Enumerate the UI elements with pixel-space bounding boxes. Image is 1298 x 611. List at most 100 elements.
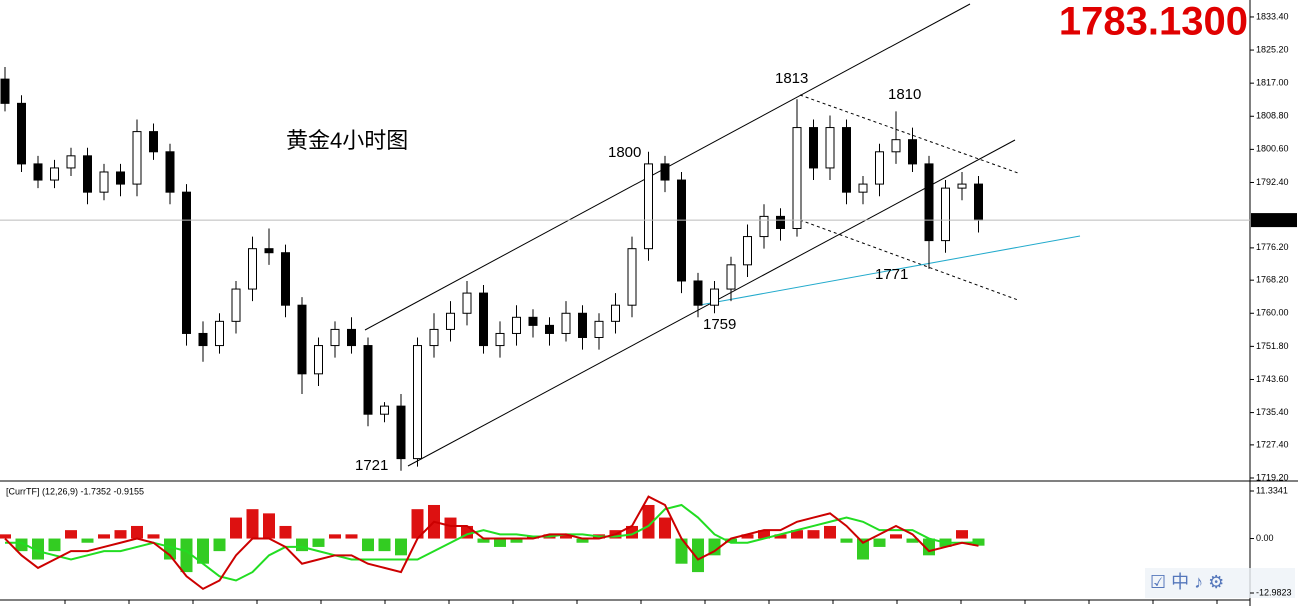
- candle-body: [182, 191, 191, 334]
- histogram-bar: [890, 534, 902, 539]
- y-tick-label: 1751.80: [1256, 341, 1289, 351]
- candle-body: [330, 328, 340, 347]
- candle-body: [380, 405, 389, 415]
- candle-body: [908, 139, 917, 165]
- y-tick-label: 1808.80: [1256, 111, 1289, 121]
- histogram-bar: [362, 538, 374, 552]
- y-tick-label: -12.9823: [1256, 587, 1292, 597]
- histogram-bar: [906, 538, 919, 543]
- histogram-bar: [15, 538, 28, 552]
- y-tick-label: 1817.00: [1256, 78, 1289, 88]
- histogram-bar: [807, 530, 820, 539]
- y-tick-label: 1800.60: [1256, 144, 1289, 154]
- macd-line: [4, 495, 979, 591]
- histogram-bar: [642, 504, 655, 539]
- candle-body: [347, 328, 356, 347]
- candle-body: [545, 324, 554, 334]
- histogram-bar: [48, 538, 61, 552]
- y-tick-label: 11.3341: [1256, 485, 1288, 495]
- histogram-bar: [296, 538, 308, 552]
- histogram-bar: [675, 538, 688, 564]
- annotation: 1813: [775, 70, 808, 87]
- candle-body: [363, 345, 373, 415]
- candle-body: [677, 179, 686, 282]
- histogram-bar: [213, 538, 226, 552]
- histogram-bar: [312, 538, 325, 547]
- candle-body: [314, 345, 323, 375]
- histogram-bar: [824, 525, 836, 539]
- watermark-box: [1145, 568, 1295, 598]
- annotation: 1721: [355, 457, 388, 474]
- histogram-bar: [230, 517, 242, 539]
- annotation: 1810: [888, 86, 921, 103]
- histogram-bar: [147, 534, 160, 539]
- histogram-bar: [444, 517, 457, 539]
- histogram-bar: [411, 509, 424, 539]
- y-tick-label: 1833.40: [1256, 11, 1289, 21]
- candle-body: [99, 171, 109, 193]
- candle-body: [83, 155, 92, 193]
- y-tick-label: 0.00: [1256, 533, 1274, 543]
- candle-body: [957, 183, 967, 189]
- histogram-bar: [131, 525, 143, 539]
- y-tick-label: 1825.20: [1256, 44, 1289, 54]
- candle-body: [297, 304, 307, 375]
- candle-body: [429, 328, 439, 347]
- annotation: 1759: [703, 316, 736, 333]
- candle-body: [165, 151, 175, 193]
- candle-body: [660, 163, 670, 181]
- watermark: ☑ 中 ♪ ⚙: [1145, 568, 1295, 598]
- histogram-bar: [65, 530, 77, 539]
- quote: 1783.1300: [1059, 0, 1248, 44]
- histogram-bar: [527, 536, 539, 539]
- candle-body: [33, 163, 43, 181]
- y-tick-label: 1768.20: [1256, 275, 1289, 285]
- candle-body: [644, 163, 653, 250]
- candle-body: [743, 236, 752, 266]
- histogram-bar: [279, 525, 292, 539]
- histogram-bar: [0, 534, 11, 539]
- candle-body: [891, 139, 901, 153]
- candle-body: [446, 312, 455, 330]
- histogram-bar: [741, 534, 754, 539]
- candle-body: [462, 292, 472, 314]
- candle-body: [611, 304, 620, 322]
- candle-body: [17, 102, 26, 165]
- candle-body: [578, 312, 587, 338]
- signal-line: [5, 503, 979, 582]
- candle-body: [149, 131, 158, 153]
- candle-body: [396, 405, 406, 460]
- candle-body: [924, 163, 934, 242]
- histogram-bar: [774, 534, 787, 539]
- candle-body: [495, 332, 505, 347]
- histogram-bar: [972, 538, 985, 546]
- y-tick-label: 1743.60: [1256, 374, 1289, 384]
- histogram-bar: [576, 538, 589, 543]
- histogram-bar: [378, 538, 391, 552]
- candle-body: [50, 167, 59, 181]
- candle-body: [726, 264, 736, 290]
- candle-body: [627, 248, 637, 306]
- candle-body: [215, 320, 224, 347]
- candle-body: [710, 288, 719, 306]
- candle-body: [693, 280, 703, 306]
- candle-body: [248, 248, 257, 290]
- candle-body: [198, 332, 208, 347]
- y-tick-label: 1760.00: [1256, 308, 1289, 318]
- dashed-line: [799, 219, 1019, 301]
- histogram-bar: [560, 534, 572, 539]
- candle-body: [561, 312, 571, 334]
- candle-body: [66, 155, 76, 169]
- annotation: 1800: [608, 144, 641, 161]
- candle-body: [231, 288, 241, 322]
- y-tick-label: 1735.40: [1256, 407, 1289, 417]
- candle-body: [776, 215, 785, 229]
- macd-title: [CurrTF] (12,26,9) -1.7352 -0.9155: [6, 486, 144, 496]
- candle-body: [132, 131, 142, 185]
- histogram-bar: [873, 538, 886, 547]
- y-tick-label: 1719.20: [1256, 472, 1289, 482]
- y-tick-label: 1776.20: [1256, 242, 1289, 252]
- histogram-bar: [725, 538, 737, 543]
- watermark-icon: ☑ 中 ♪ ⚙: [1150, 572, 1224, 592]
- histogram-bar: [840, 538, 853, 543]
